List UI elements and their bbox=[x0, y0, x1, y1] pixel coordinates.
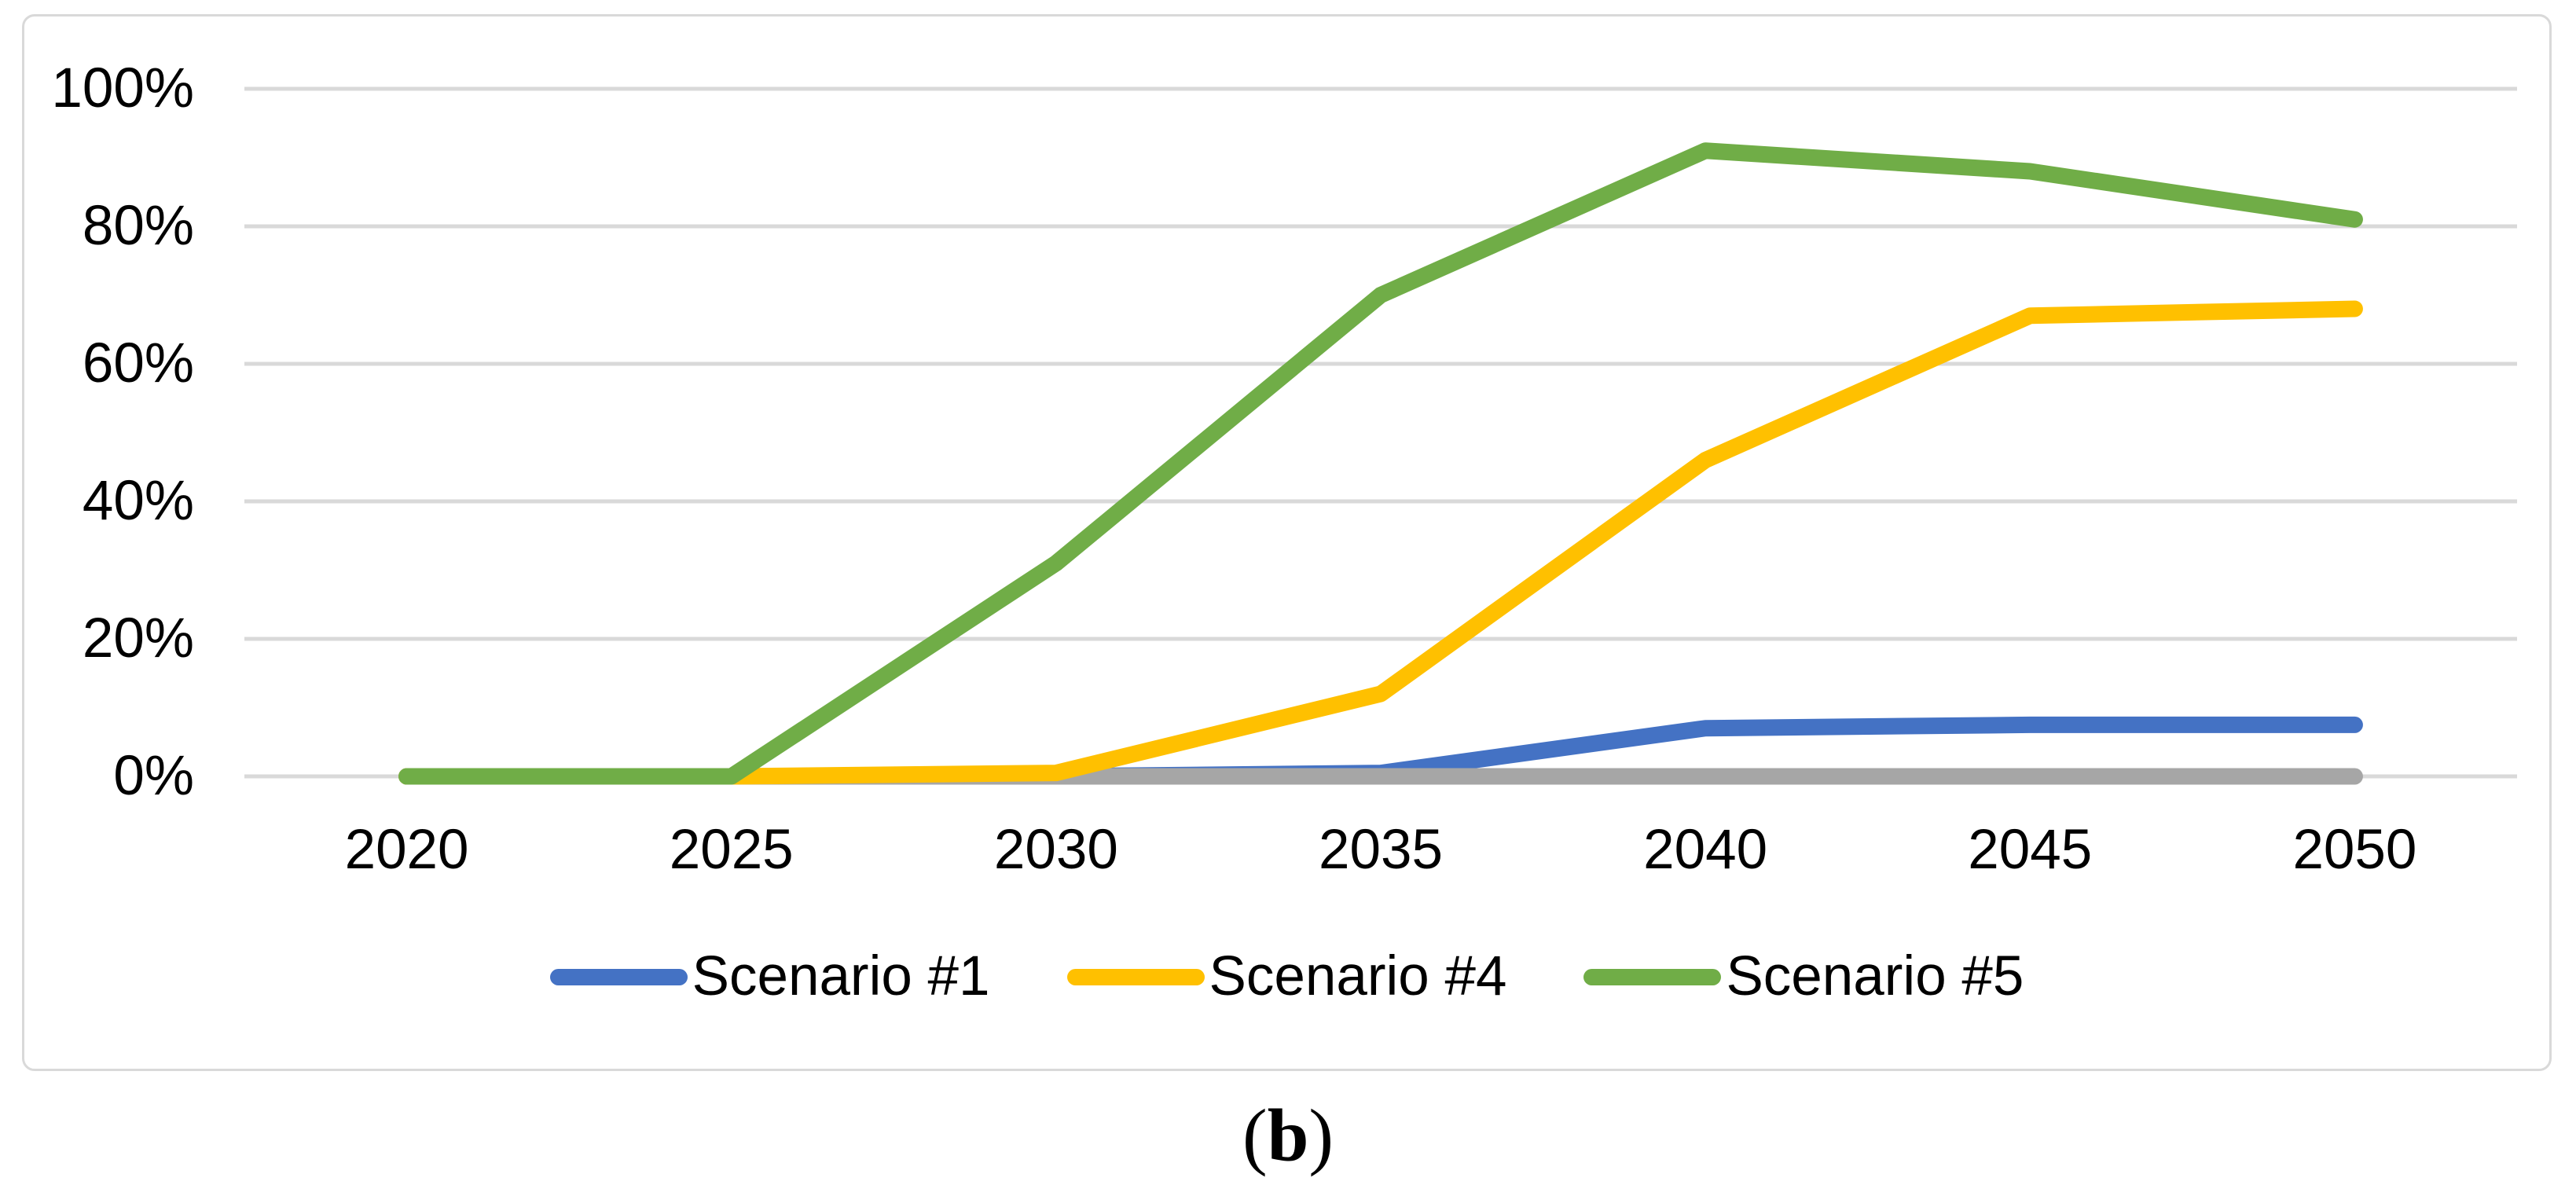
legend-line-swatch-yellow bbox=[1066, 968, 1205, 985]
y-axis-tick-label: 100% bbox=[51, 57, 194, 119]
legend-item-scenario-5: Scenario #5 bbox=[1583, 943, 2024, 1011]
y-axis-tick-label: 0% bbox=[113, 745, 194, 807]
chart-legend: Scenario #1 Scenario #4 Scenario #5 bbox=[22, 943, 2552, 1011]
x-axis-tick-label: 2020 bbox=[344, 819, 469, 881]
y-axis-tick-label: 80% bbox=[82, 195, 194, 257]
caption-open-paren: ( bbox=[1242, 1094, 1268, 1177]
figure-caption: (b) bbox=[0, 1092, 2576, 1179]
legend-item-scenario-4: Scenario #4 bbox=[1066, 943, 1507, 1011]
x-axis-tick-label: 2040 bbox=[1643, 819, 1768, 881]
x-axis-tick-label: 2030 bbox=[993, 819, 1118, 881]
legend-line-swatch-green bbox=[1583, 968, 1722, 985]
legend-label: Scenario #5 bbox=[1726, 945, 2024, 1007]
caption-letter: b bbox=[1267, 1094, 1309, 1177]
y-axis-tick-label: 60% bbox=[82, 332, 194, 394]
x-axis-tick-label: 2050 bbox=[2292, 819, 2417, 881]
x-axis-tick-label: 2035 bbox=[1319, 819, 1443, 881]
y-axis-tick-label: 40% bbox=[82, 470, 194, 532]
legend-label: Scenario #1 bbox=[692, 945, 990, 1007]
legend-item-scenario-1: Scenario #1 bbox=[549, 943, 990, 1011]
chart-frame bbox=[22, 14, 2552, 1071]
caption-close-paren: ) bbox=[1308, 1094, 1334, 1177]
legend-label: Scenario #4 bbox=[1209, 945, 1507, 1007]
legend-line-swatch-blue bbox=[549, 968, 688, 985]
x-axis-tick-label: 2045 bbox=[1968, 819, 2093, 881]
x-axis-tick-label: 2025 bbox=[669, 819, 794, 881]
y-axis-tick-label: 20% bbox=[82, 607, 194, 670]
